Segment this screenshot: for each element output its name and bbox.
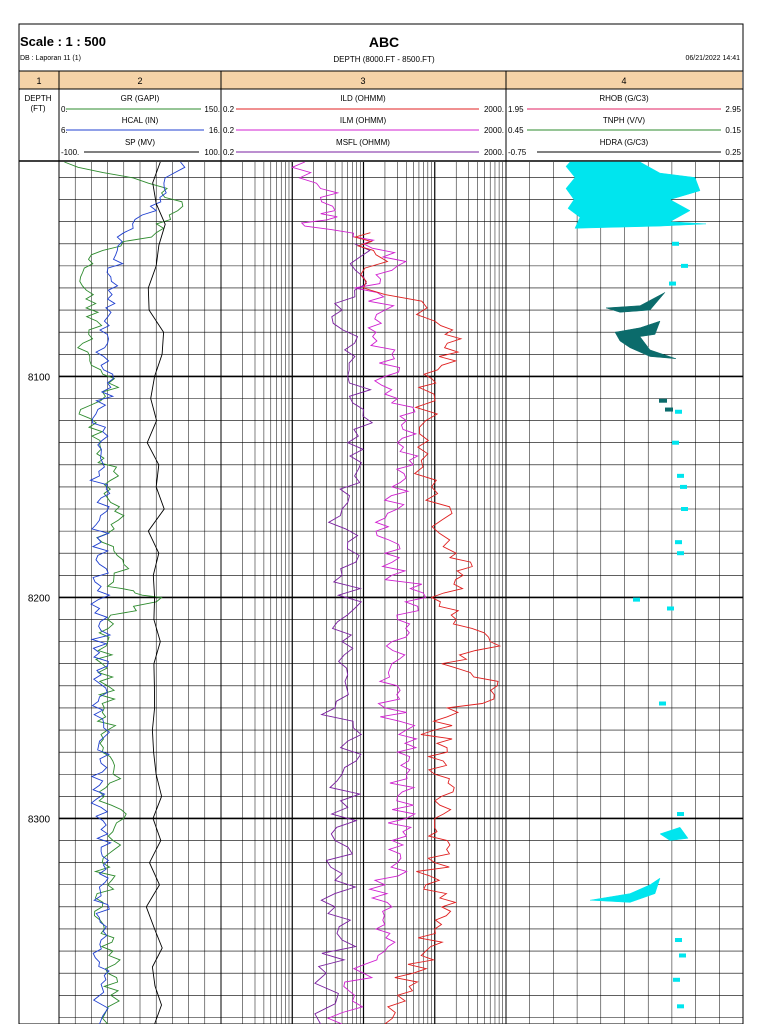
hcal-scale-max: 16. — [209, 126, 220, 135]
depth-label-8300: 8300 — [28, 814, 51, 825]
scale-label: Scale : 1 : 500 — [20, 34, 106, 49]
depth-range-subtitle: DEPTH (8000.FT - 8500.FT) — [333, 55, 435, 64]
cyan-fill-small — [667, 606, 674, 611]
teal-fill-2 — [614, 320, 677, 359]
database-label: DB : Laporan 11 (1) — [20, 55, 81, 62]
log-curves — [64, 161, 502, 1024]
rhob-curve-name: RHOB (G/C3) — [599, 94, 649, 103]
log-title: ABC — [368, 34, 400, 50]
depth-header-unit: (FT) — [30, 104, 45, 113]
ilm-curve — [290, 161, 427, 1024]
hcal-curve-name: HCAL (IN) — [122, 116, 159, 125]
sp-scale-max: 100. — [204, 148, 220, 157]
gr-curve — [64, 161, 184, 1024]
cyan-fill-small — [673, 977, 680, 982]
track-number-4: 4 — [621, 76, 626, 86]
cyan-fill-2 — [589, 877, 661, 903]
gr-scale-min: 0. — [61, 105, 68, 114]
cyan-fill-3 — [659, 827, 689, 841]
cyan-fill-small — [677, 1004, 684, 1009]
hdra-scale-min: -0.75 — [508, 148, 527, 157]
msfl-curve — [314, 243, 374, 1024]
depth-label-8200: 8200 — [28, 593, 51, 604]
hdra-scale-max: 0.25 — [725, 148, 741, 157]
depth-labels: 8100 8200 8300 — [28, 372, 51, 825]
depth-header-label: DEPTH — [24, 94, 51, 103]
depth-label-8100: 8100 — [28, 372, 51, 383]
timestamp: 06/21/2022 14:41 — [685, 55, 741, 62]
hcal-scale-min: 6. — [61, 126, 68, 135]
cyan-fill-small — [672, 440, 679, 445]
track-number-3: 3 — [360, 76, 365, 86]
cyan-fill-small — [633, 597, 640, 602]
track-number-row — [20, 71, 742, 89]
ild-scale-min: 0.2 — [223, 105, 235, 114]
cyan-fill-small — [679, 953, 686, 958]
tnph-scale-max: 0.15 — [725, 126, 741, 135]
hdra-curve-name: HDRA (G/C3) — [600, 138, 649, 147]
cyan-fill-small — [681, 263, 688, 268]
ilm-curve-name: ILM (OHMM) — [340, 116, 387, 125]
ild-curve — [353, 232, 502, 1024]
msfl-scale-min: 0.2 — [223, 148, 235, 157]
ilm-scale-max: 2000. — [484, 126, 504, 135]
sp-scale-min: -100. — [61, 148, 79, 157]
track4-fills — [565, 161, 707, 1009]
hcal-curve — [89, 161, 186, 1024]
cyan-fill-small — [677, 812, 684, 817]
teal-fill-1 — [605, 292, 666, 313]
ilm-scale-min: 0.2 — [223, 126, 235, 135]
cyan-fill-small — [675, 409, 682, 414]
cyan-fill-small — [675, 938, 682, 943]
tnph-scale-min: 0.45 — [508, 126, 524, 135]
cyan-fill-small — [677, 551, 684, 556]
msfl-curve-name: MSFL (OHMM) — [336, 138, 390, 147]
cyan-fill-small — [675, 540, 682, 545]
track-number-2: 2 — [137, 76, 142, 86]
teal-fill-small — [665, 407, 673, 412]
page-frame — [18, 23, 744, 1024]
tnph-curve-name: TNPH (V/V) — [603, 116, 646, 125]
rhob-scale-max: 2.95 — [725, 105, 741, 114]
cyan-fill-small — [677, 473, 684, 478]
cyan-fill-small — [672, 241, 679, 246]
cyan-fill-top — [565, 161, 707, 229]
sp-curve — [145, 161, 166, 1024]
sp-curve-name: SP (MV) — [125, 138, 155, 147]
gr-curve-name: GR (GAPI) — [121, 94, 160, 103]
msfl-scale-max: 2000. — [484, 148, 504, 157]
ild-curve-name: ILD (OHMM) — [340, 94, 386, 103]
gr-scale-max: 150. — [204, 105, 220, 114]
track-number-1: 1 — [36, 76, 41, 86]
cyan-fill-small — [681, 507, 688, 512]
cyan-fill-small — [659, 701, 666, 706]
teal-fill-small — [659, 398, 667, 403]
cyan-fill-small — [669, 281, 676, 286]
rhob-scale-min: 1.95 — [508, 105, 524, 114]
ild-scale-max: 2000. — [484, 105, 504, 114]
cyan-fill-small — [680, 484, 687, 489]
